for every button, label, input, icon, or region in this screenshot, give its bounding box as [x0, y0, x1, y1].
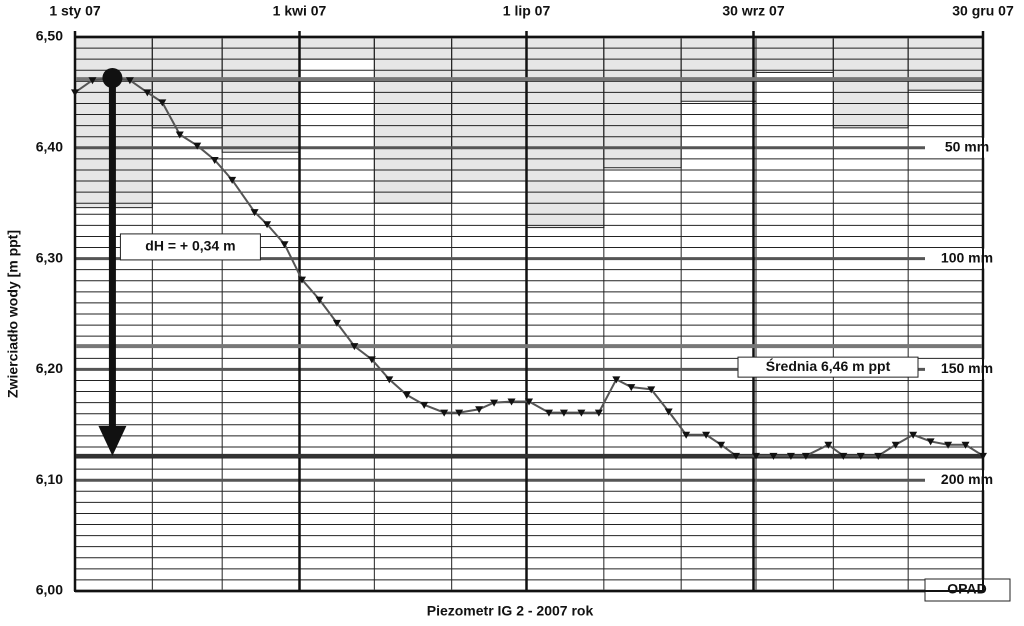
plot: 6,00 6,10 6,20 6,30 6,40 6,50 1 sty 07 1 kwi 07… [36, 3, 1014, 602]
y-tick-label: 6,20 [36, 360, 63, 376]
series-marker [475, 406, 484, 414]
series-marker [909, 431, 918, 439]
series-marker [786, 452, 795, 460]
series-marker [647, 386, 656, 394]
series-marker [856, 452, 865, 460]
mean-label: Średnia 6,46 m ppt [766, 357, 891, 374]
chart-title: Piezometr IG 2 - 2007 rok [427, 603, 594, 619]
precip-label-box [925, 359, 1010, 380]
series-marker [332, 319, 341, 327]
series-marker [350, 343, 359, 351]
series-marker [175, 131, 184, 139]
y-tick-label: 6,30 [36, 249, 63, 265]
series-marker [577, 409, 586, 417]
series-marker [158, 99, 167, 107]
x-tick-label: 1 sty 07 [49, 3, 101, 19]
precipitation-bar [451, 36, 528, 182]
precip-title: OPAD [947, 581, 986, 597]
precip-label-box [925, 248, 1010, 269]
y-tick-label: 6,40 [36, 139, 63, 155]
precip-label-box [925, 137, 1010, 158]
precip-tick-label: 150 mm [941, 360, 993, 376]
series-marker [210, 156, 219, 164]
series-marker [143, 89, 152, 97]
series-marker [702, 431, 711, 439]
series-marker [594, 409, 603, 417]
x-tick-label: 30 gru 07 [952, 3, 1014, 19]
precip-tick-label: 100 mm [941, 249, 993, 265]
series-marker [525, 398, 533, 406]
series-marker [228, 176, 237, 184]
precip-label-box [925, 470, 1010, 491]
series-marker [544, 409, 553, 417]
series-marker [490, 399, 499, 407]
series-marker [874, 452, 883, 460]
precipitation-bar [221, 36, 301, 153]
series-marker [839, 452, 848, 460]
series-marker [961, 441, 970, 449]
precipitation-bar [373, 36, 453, 204]
series-marker [732, 452, 741, 460]
series-marker [263, 221, 272, 229]
x-tick-label: 1 kwi 07 [273, 3, 327, 19]
series-marker [559, 409, 568, 417]
y-tick-label: 6,00 [36, 582, 63, 598]
x-tick-label: 1 lip 07 [503, 3, 551, 19]
series-marker [250, 209, 259, 217]
series-marker [801, 452, 810, 460]
plot-frame [74, 36, 984, 592]
series-marker [125, 77, 134, 85]
series-marker [717, 441, 726, 449]
y-tick-label: 6,50 [36, 28, 63, 44]
precipitation-bar [680, 36, 757, 102]
series-marker [420, 401, 429, 409]
series-marker [824, 441, 833, 449]
x-tick-label: 30 wrz 07 [722, 3, 784, 19]
series-marker [315, 296, 324, 304]
series-marker [455, 409, 464, 417]
precipitation-bar [526, 36, 605, 229]
y-axis-label: Zwierciadło wody [m ppt] [5, 230, 21, 398]
series-marker [402, 391, 411, 399]
series-marker [944, 441, 953, 449]
precip-tick-label: 200 mm [941, 471, 993, 487]
precipitation-bar [832, 36, 909, 129]
series-marker [298, 276, 306, 284]
dh-arrow-start [102, 67, 123, 88]
series-marker [385, 376, 394, 384]
series-marker [193, 142, 202, 150]
mean-label-box [737, 356, 919, 378]
series-marker [440, 409, 449, 417]
precip-tick-label: 50 mm [945, 139, 989, 155]
series-marker [682, 431, 691, 439]
precipitation-bar [907, 36, 984, 91]
series-marker [627, 384, 636, 392]
y-tick-label: 6,10 [36, 471, 63, 487]
series-marker [926, 438, 935, 446]
series-marker [507, 398, 516, 406]
dh-label: dH = + 0,34 m [145, 238, 235, 254]
series-marker [769, 452, 778, 460]
series-marker [367, 356, 376, 364]
precipitation-bar [755, 36, 834, 73]
series-marker [612, 376, 621, 384]
series-marker [280, 241, 289, 249]
dh-label-box [119, 233, 261, 261]
series-marker [891, 441, 900, 449]
dh-arrow-head [98, 425, 127, 456]
series-marker [664, 408, 673, 416]
series-marker [752, 452, 760, 460]
series-marker [88, 77, 97, 85]
